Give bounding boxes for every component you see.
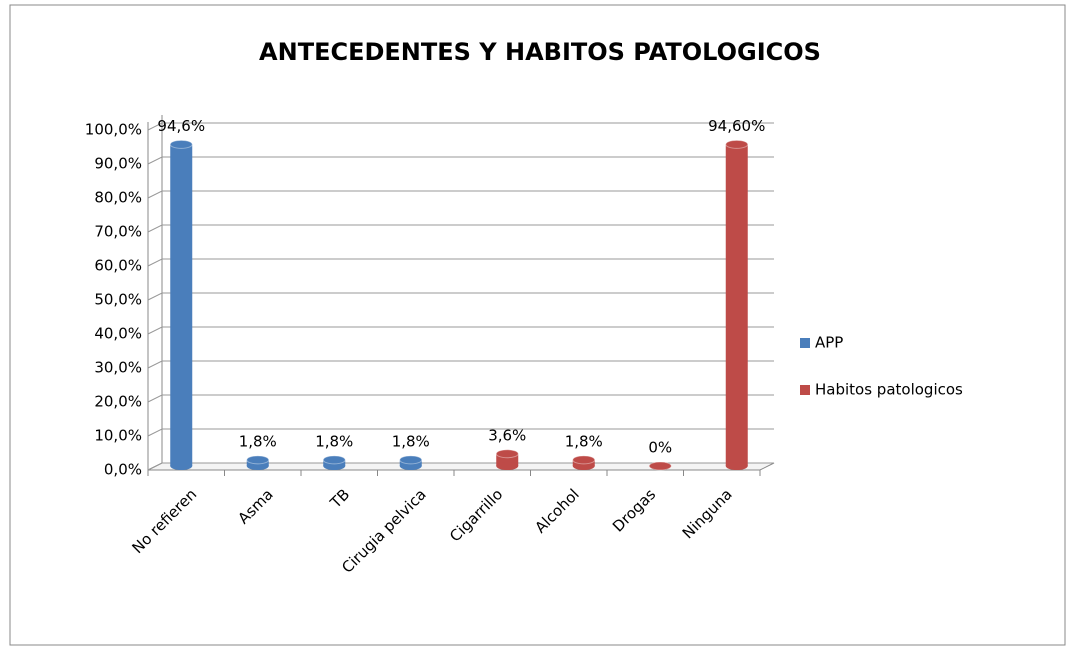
y-tick-label: 70,0%: [94, 223, 142, 241]
bar-top: [725, 139, 749, 149]
bar-top: [246, 455, 270, 465]
value-label: 94,60%: [708, 117, 765, 135]
bar-bottom: [323, 462, 346, 470]
bar: [246, 455, 270, 470]
grid-line: [147, 224, 774, 233]
grid-line: [147, 258, 774, 267]
bar: [648, 461, 672, 471]
legend-swatch: [800, 338, 810, 348]
chart-title: ANTECEDENTES Y HABITOS PATOLOGICOS: [259, 38, 821, 66]
bar: [725, 139, 749, 470]
bar-bottom: [246, 462, 269, 470]
bar: [495, 449, 519, 470]
grid-line: [147, 360, 774, 369]
bar: [572, 455, 596, 470]
bar-bottom: [496, 462, 519, 470]
bar-top: [572, 455, 596, 465]
bar-body: [725, 144, 748, 467]
grid-line: [147, 428, 774, 437]
floor: [147, 462, 775, 471]
bar-top: [399, 455, 423, 465]
grid-line: [147, 394, 774, 403]
value-label: 1,8%: [239, 432, 277, 450]
bar-bottom: [170, 462, 193, 470]
bar: [322, 455, 346, 470]
y-tick-label: 40,0%: [94, 325, 142, 343]
value-label: 1,8%: [565, 432, 603, 450]
y-tick-label: 100,0%: [85, 121, 142, 139]
bar-top: [169, 139, 193, 149]
bar-top: [648, 461, 672, 471]
bar-top: [495, 449, 519, 459]
bar-top: [322, 455, 346, 465]
value-label: 1,8%: [392, 432, 430, 450]
grid-line: [147, 156, 774, 165]
bar-bottom: [399, 462, 422, 470]
legend-label: APP: [815, 334, 843, 352]
chart-border: [9, 4, 1066, 646]
y-tick-label: 0,0%: [104, 461, 142, 479]
grid-line: [147, 326, 774, 335]
value-label: 3,6%: [488, 426, 526, 444]
y-tick-label: 30,0%: [94, 359, 142, 377]
value-label: 1,8%: [315, 432, 353, 450]
value-label: 94,6%: [157, 117, 205, 135]
y-tick-label: 90,0%: [94, 155, 142, 173]
grid-line: [147, 462, 774, 471]
bar: [399, 455, 423, 470]
grid-line: [147, 292, 774, 301]
bar-body: [170, 144, 193, 467]
grid-line: [147, 190, 774, 199]
legend-label: Habitos patologicos: [815, 381, 963, 399]
grid-line: [147, 122, 774, 131]
legend-swatch: [800, 385, 810, 395]
y-tick-label: 50,0%: [94, 291, 142, 309]
bar-bottom: [572, 462, 595, 470]
y-tick-label: 60,0%: [94, 257, 142, 275]
y-tick-label: 20,0%: [94, 393, 142, 411]
value-label: 0%: [648, 439, 672, 457]
y-tick-label: 10,0%: [94, 427, 142, 445]
y-tick-label: 80,0%: [94, 189, 142, 207]
bar-bottom: [725, 462, 748, 470]
bar: [169, 139, 193, 470]
